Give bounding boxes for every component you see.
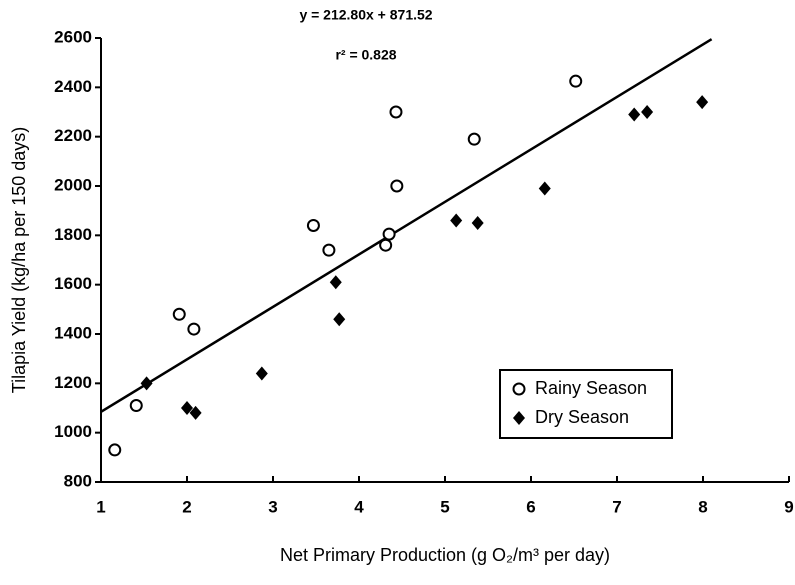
point [538, 181, 551, 196]
point [467, 132, 481, 146]
point [382, 227, 396, 241]
point [108, 443, 122, 457]
point [379, 238, 393, 252]
equation: y = 212.80x + 871.52 [299, 7, 432, 23]
point [450, 213, 463, 228]
y-tick-label: 1200 [54, 373, 92, 392]
point [140, 376, 153, 391]
y-axis-label: Tilapia Yield (kg/ha per 150 days) [9, 127, 29, 393]
legend-label: Dry Season [535, 407, 629, 427]
point [187, 322, 201, 336]
point [696, 95, 709, 110]
x-tick-label: 5 [440, 497, 449, 516]
legend-marker [512, 382, 526, 396]
y-tick-label: 1000 [54, 422, 92, 441]
legend-label: Rainy Season [535, 378, 647, 398]
point [390, 179, 404, 193]
y-tick-label: 2200 [54, 126, 92, 145]
point [322, 243, 336, 257]
point [306, 218, 320, 232]
point [172, 307, 186, 321]
legend-marker [513, 411, 525, 425]
x-tick-label: 4 [354, 497, 364, 516]
x-tick-label: 3 [268, 497, 277, 516]
point [641, 105, 654, 119]
y-tick-label: 1800 [54, 225, 92, 244]
x-tick-label: 8 [698, 497, 707, 516]
x-tick-label: 1 [96, 497, 105, 516]
x-tick-label: 2 [182, 497, 191, 516]
y-tick-label: 800 [64, 471, 92, 490]
point [333, 312, 346, 327]
point [471, 216, 484, 230]
point [255, 366, 268, 381]
x-tick-label: 7 [612, 497, 621, 516]
point [569, 74, 583, 88]
point [189, 405, 202, 420]
y-tick-label: 2600 [54, 27, 92, 46]
legend-box [499, 369, 673, 439]
y-tick-label: 2000 [54, 175, 92, 194]
trendline [100, 38, 713, 413]
point [628, 107, 641, 122]
x-tick-label: 6 [526, 497, 535, 516]
y-tick-label: 2400 [54, 77, 92, 96]
x-tick-label: 9 [784, 497, 793, 516]
y-tick-label: 1600 [54, 274, 92, 293]
point [129, 399, 143, 413]
y-tick-label: 1400 [54, 323, 92, 342]
r-squared: r² = 0.828 [335, 47, 396, 63]
point [389, 105, 403, 119]
point [329, 275, 342, 290]
point [181, 401, 193, 415]
x-axis-label: Net Primary Production (g O₂/m³ per day) [280, 545, 610, 565]
